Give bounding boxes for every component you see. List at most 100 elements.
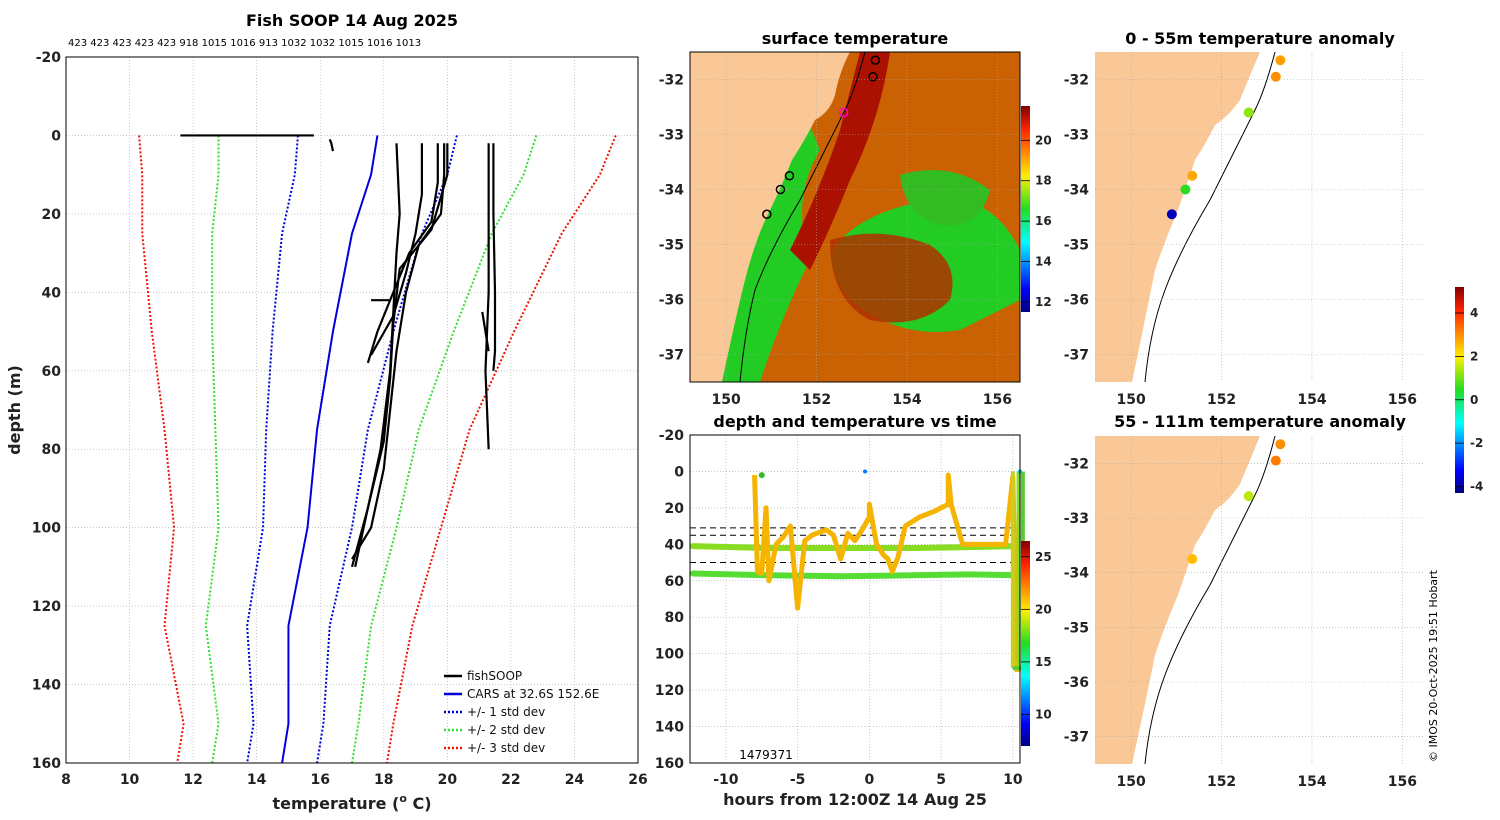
a1-ytick: -36 [1064,293,1089,309]
fishsoop-profile-8 [484,143,490,450]
profile-xtick: 24 [565,772,585,788]
profile-lines [138,134,617,764]
surface-cb-tick: 12 [1035,295,1052,309]
profile-xtick: 16 [310,772,329,788]
legend-label-4: +/- 3 std dev [467,741,545,755]
legend-label-1: CARS at 32.6S 152.6E [467,687,599,701]
profile-ytick: 160 [32,756,61,772]
sst-current-core [790,52,890,270]
surface-station-3 [784,171,795,181]
time-panel: depth and temperature vs time -10 -5 0 5 10-… [655,412,1052,809]
fishsoop-profile-10 [481,311,490,352]
a1-ytick: -34 [1064,183,1090,199]
time-cb-tick: 15 [1035,655,1052,669]
time-xtick: 5 [936,772,946,788]
surface-ytick: -33 [659,128,684,144]
a2-xtick: 150 [1117,774,1146,790]
anomaly-cb-tick: 0 [1470,393,1478,407]
profile-xtick: 18 [374,772,393,788]
std-1-high [316,135,458,764]
surface-station-1 [868,72,878,82]
time-annotation: 1479371 [739,748,792,762]
fishsoop-profile-6 [370,143,424,356]
surface-stations [762,55,881,219]
surface-shelf-contour [739,52,866,382]
a2-xtick: 154 [1297,774,1326,790]
profile-xtick: 14 [247,772,267,788]
time-cb-tick: 10 [1035,707,1052,721]
legend-label-3: +/- 2 std dev [467,723,545,737]
time-ytick: 40 [665,537,685,553]
surface-grid [690,52,1020,382]
surface-xtick: 154 [892,392,921,408]
profile-ytick: 120 [32,599,61,615]
profile-frame [65,56,639,764]
anom1-land [1095,52,1260,382]
sst-cool-patch [900,170,990,226]
time-point-green [758,472,765,479]
time-cb-tick: 25 [1035,550,1052,564]
anom1-title: 0 - 55m temperature anomaly [1125,29,1395,48]
profile-ytick: 60 [42,364,62,380]
surface-cb-tick: 16 [1035,214,1052,228]
anomaly-panel-bottom: 55 - 111m temperature anomaly 150 152 154 1… [1064,412,1425,790]
profile-xlabel: temperature (o C) [272,792,431,813]
profile-xtick: 10 [120,772,140,788]
a1-point-4 [1180,184,1191,195]
profile-xlabel-main: temperature ( [272,794,399,813]
a1-point-2 [1243,107,1254,118]
anom2-title: 55 - 111m temperature anomaly [1114,412,1406,431]
a2-point-1 [1270,455,1281,466]
time-ytick: 100 [655,647,684,663]
profile-ytick: -20 [36,50,62,66]
surface-xtick: 150 [712,392,741,408]
surface-xtick: 156 [983,392,1012,408]
profile-ytick: 100 [32,521,61,537]
time-orange-trajectory [752,472,1020,672]
a2-ytick: -33 [1064,511,1089,527]
anom2-grid [1095,436,1425,764]
anom1-shelf-contour [1144,52,1276,382]
surface-cb-tick: 14 [1035,255,1052,269]
profile-xtick: 12 [183,772,202,788]
surface-ytick: -34 [659,183,685,199]
surface-cb-tick: 18 [1035,174,1052,188]
anom2-shelf-contour [1144,436,1276,764]
a1-point-0 [1275,55,1286,66]
profile-subtitle: 423 423 423 423 423 918 1015 1016 913 10… [68,38,421,49]
time-ytick: 120 [655,683,684,699]
time-ytick: -20 [659,428,685,444]
surface-panel: surface temperature 150 152 154 156 -32 -33 -3… [659,29,1052,408]
anom1-points [1166,55,1286,220]
time-xlabel: hours from 12:00Z 14 Aug 25 [723,790,987,809]
anomaly-cb-tick: 2 [1470,349,1478,363]
a1-point-5 [1166,209,1177,220]
time-xtick: 0 [864,772,874,788]
std-1-low [246,135,299,764]
anom2-points [1187,439,1286,564]
a1-xtick: 154 [1297,392,1326,408]
anom1-ticks: 150 152 154 156 -32 -33 -34 -35 -36 -37 [1064,73,1417,409]
a2-point-3 [1187,554,1198,564]
time-track-deep [689,570,1021,580]
time-point-blue [863,469,868,474]
a2-ytick: -35 [1064,620,1089,636]
time-title: depth and temperature vs time [713,412,996,431]
anomaly-colorbar [1455,287,1464,493]
surface-ytick: -37 [659,348,684,364]
sst-eddy [830,233,953,323]
a2-xtick: 152 [1207,774,1236,790]
fishsoop-profile-4 [366,143,439,364]
time-xtick: -10 [713,772,739,788]
a1-ytick: -33 [1064,128,1089,144]
profile-ytick: 140 [32,678,61,694]
profile-ylabel: depth (m) [5,365,24,455]
profile-xlabel-end: C) [407,794,432,813]
time-frame [689,434,1021,764]
profile-ytick: 80 [42,442,62,458]
time-grid [690,434,1020,764]
surface-colorbar [1021,106,1030,312]
std-2-high [351,135,538,764]
time-ytick: 80 [665,610,685,626]
profile-xtick: 22 [501,772,520,788]
